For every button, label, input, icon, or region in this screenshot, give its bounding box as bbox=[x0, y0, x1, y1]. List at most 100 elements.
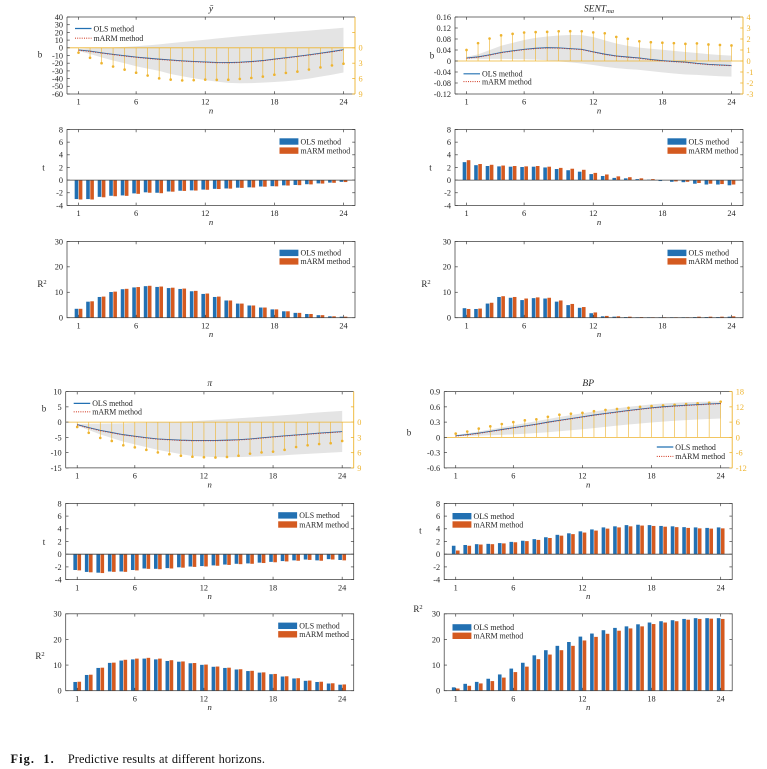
svg-text:-2: -2 bbox=[433, 563, 440, 572]
svg-text:R2: R2 bbox=[413, 604, 422, 614]
svg-text:0: 0 bbox=[447, 176, 451, 185]
svg-text:12: 12 bbox=[736, 403, 744, 412]
svg-text:0: 0 bbox=[58, 687, 62, 696]
svg-text:1: 1 bbox=[464, 209, 468, 218]
svg-text:1: 1 bbox=[747, 46, 751, 55]
svg-text:2: 2 bbox=[436, 537, 440, 546]
svg-text:0: 0 bbox=[359, 44, 363, 53]
svg-text:6: 6 bbox=[736, 418, 740, 427]
svg-text:10: 10 bbox=[55, 36, 63, 45]
svg-text:12: 12 bbox=[200, 583, 208, 592]
svg-text:20: 20 bbox=[53, 635, 61, 644]
svg-text:6: 6 bbox=[359, 75, 363, 84]
svg-text:R2: R2 bbox=[35, 651, 44, 661]
svg-text:6: 6 bbox=[522, 98, 526, 107]
svg-text:-4: -4 bbox=[433, 576, 441, 585]
svg-text:6: 6 bbox=[511, 472, 515, 481]
svg-text:mARM method: mARM method bbox=[299, 630, 349, 639]
svg-text:5: 5 bbox=[58, 403, 62, 412]
svg-text:mARM method: mARM method bbox=[299, 520, 349, 529]
svg-text:6: 6 bbox=[522, 209, 526, 218]
svg-text:1: 1 bbox=[76, 321, 80, 330]
svg-text:24: 24 bbox=[339, 98, 348, 107]
svg-text:1: 1 bbox=[464, 98, 468, 107]
svg-text:6: 6 bbox=[522, 321, 526, 330]
svg-text:4: 4 bbox=[58, 525, 63, 534]
svg-text:18: 18 bbox=[269, 472, 277, 481]
svg-text:SENTma: SENTma bbox=[584, 4, 614, 15]
svg-text:-40: -40 bbox=[52, 75, 63, 84]
svg-text:24: 24 bbox=[717, 472, 726, 481]
svg-text:BP: BP bbox=[582, 379, 594, 389]
svg-text:-2: -2 bbox=[444, 189, 451, 198]
svg-text:8: 8 bbox=[447, 125, 451, 134]
svg-text:4: 4 bbox=[747, 13, 752, 22]
svg-text:0: 0 bbox=[58, 418, 62, 427]
svg-text:-10: -10 bbox=[52, 51, 63, 60]
svg-text:0: 0 bbox=[59, 314, 63, 323]
svg-text:9: 9 bbox=[357, 464, 361, 473]
svg-text:18: 18 bbox=[658, 321, 666, 330]
svg-text:mARM method: mARM method bbox=[474, 632, 524, 641]
svg-text:-5: -5 bbox=[55, 433, 62, 442]
svg-text:3: 3 bbox=[747, 24, 751, 33]
svg-text:n: n bbox=[209, 329, 213, 339]
svg-text:2: 2 bbox=[747, 35, 751, 44]
svg-text:0.04: 0.04 bbox=[436, 46, 451, 55]
svg-text:b: b bbox=[38, 50, 43, 60]
svg-text:6: 6 bbox=[134, 209, 138, 218]
svg-text:12: 12 bbox=[578, 472, 586, 481]
svg-text:6: 6 bbox=[133, 583, 137, 592]
svg-text:8: 8 bbox=[59, 125, 63, 134]
svg-text:0.12: 0.12 bbox=[436, 24, 451, 33]
svg-text:b: b bbox=[407, 428, 412, 438]
svg-text:1: 1 bbox=[454, 472, 458, 481]
svg-text:-0.3: -0.3 bbox=[427, 449, 440, 458]
svg-text:20: 20 bbox=[55, 263, 63, 272]
svg-text:1: 1 bbox=[464, 321, 468, 330]
svg-text:OLS method: OLS method bbox=[92, 399, 133, 408]
svg-text:6: 6 bbox=[133, 472, 137, 481]
svg-text:18: 18 bbox=[647, 583, 655, 592]
svg-text:0: 0 bbox=[747, 57, 751, 66]
svg-text:OLS method: OLS method bbox=[482, 70, 523, 79]
svg-text:20: 20 bbox=[443, 263, 451, 272]
svg-text:-0.08: -0.08 bbox=[434, 79, 451, 88]
svg-text:-2: -2 bbox=[55, 563, 62, 572]
svg-text:n: n bbox=[209, 106, 213, 116]
svg-text:20: 20 bbox=[55, 28, 63, 37]
svg-text:40: 40 bbox=[55, 13, 63, 22]
svg-text:n: n bbox=[209, 217, 213, 227]
svg-text:n: n bbox=[586, 479, 590, 489]
svg-text:-4: -4 bbox=[55, 576, 63, 585]
svg-text:-3: -3 bbox=[747, 90, 754, 99]
svg-text:18: 18 bbox=[270, 209, 278, 218]
svg-text:30: 30 bbox=[55, 237, 63, 246]
svg-text:-0.6: -0.6 bbox=[427, 464, 440, 473]
svg-text:-20: -20 bbox=[52, 59, 63, 68]
svg-text:12: 12 bbox=[201, 321, 209, 330]
svg-text:9: 9 bbox=[359, 90, 363, 99]
svg-text:n: n bbox=[208, 479, 212, 489]
svg-text:1: 1 bbox=[75, 694, 79, 703]
svg-text:24: 24 bbox=[338, 583, 347, 592]
svg-text:OLS method: OLS method bbox=[689, 249, 730, 258]
svg-text:1: 1 bbox=[75, 583, 79, 592]
svg-text:mARM method: mARM method bbox=[301, 146, 351, 155]
svg-text:1: 1 bbox=[76, 98, 80, 107]
svg-text:12: 12 bbox=[578, 694, 586, 703]
svg-text:R2: R2 bbox=[37, 279, 46, 289]
svg-text:π: π bbox=[207, 379, 212, 389]
svg-text:3: 3 bbox=[359, 59, 363, 68]
svg-text:OLS method: OLS method bbox=[689, 137, 730, 146]
svg-text:OLS method: OLS method bbox=[675, 443, 716, 452]
svg-text:t: t bbox=[42, 163, 45, 173]
svg-text:t: t bbox=[419, 526, 422, 536]
svg-text:-50: -50 bbox=[52, 82, 63, 91]
svg-text:-12: -12 bbox=[736, 464, 747, 473]
svg-text:mARM method: mARM method bbox=[474, 520, 524, 529]
svg-text:n: n bbox=[597, 217, 601, 227]
svg-text:18: 18 bbox=[658, 98, 666, 107]
svg-text:OLS method: OLS method bbox=[299, 511, 340, 520]
svg-text:0.16: 0.16 bbox=[436, 13, 451, 22]
